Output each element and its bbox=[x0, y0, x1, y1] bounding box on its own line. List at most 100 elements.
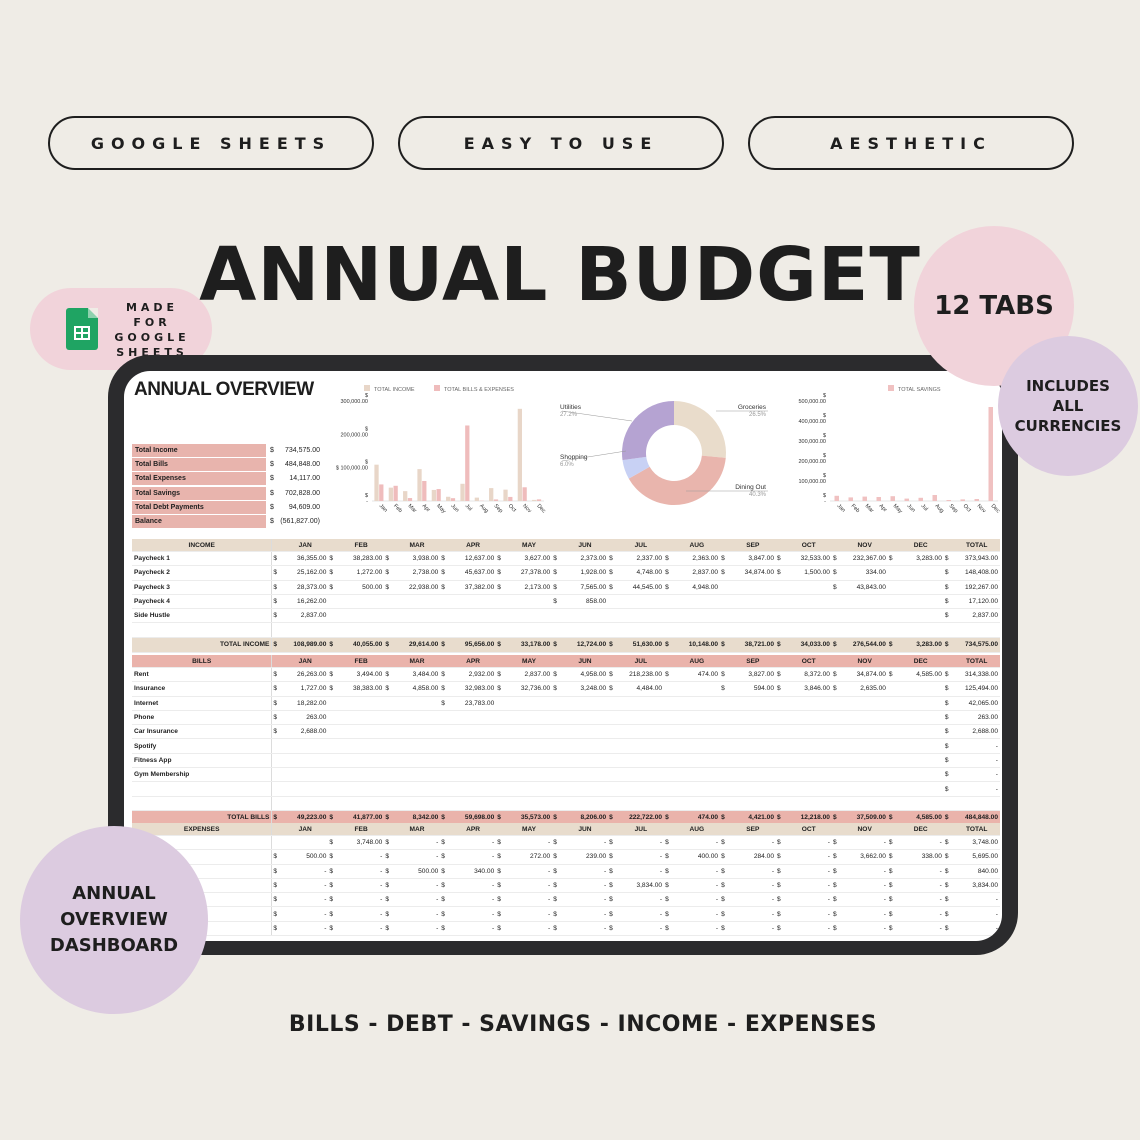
table-cell[interactable]: - bbox=[505, 892, 553, 908]
table-cell[interactable]: 4,484.00 bbox=[617, 681, 665, 697]
table-cell[interactable] bbox=[393, 738, 441, 754]
table-cell[interactable] bbox=[617, 608, 665, 624]
row-label[interactable]: Paycheck 3 bbox=[132, 580, 273, 595]
table-cell[interactable]: 22,938.00 bbox=[393, 580, 441, 595]
row-total[interactable]: 2,837.00 bbox=[953, 608, 1000, 624]
total-cell[interactable]: 3,283.00 bbox=[897, 637, 944, 653]
total-cell[interactable]: 276,544.00 bbox=[841, 637, 888, 653]
table-cell[interactable]: 263.00 bbox=[281, 710, 329, 726]
table-cell[interactable]: - bbox=[841, 892, 888, 908]
table-cell[interactable]: 1,727.00 bbox=[281, 681, 329, 697]
table-cell[interactable]: - bbox=[561, 892, 609, 908]
table-cell[interactable]: - bbox=[673, 864, 721, 879]
row-total[interactable]: 42,065.00 bbox=[953, 696, 1000, 711]
table-cell[interactable]: 218,238.00 bbox=[617, 667, 665, 683]
table-cell[interactable]: - bbox=[785, 906, 832, 922]
table-cell[interactable]: 594.00 bbox=[729, 681, 777, 697]
table-cell[interactable]: - bbox=[281, 906, 329, 922]
table-cell[interactable] bbox=[393, 594, 441, 610]
table-cell[interactable] bbox=[897, 724, 944, 740]
table-cell[interactable] bbox=[449, 710, 497, 726]
table-cell[interactable]: 500.00 bbox=[393, 864, 441, 879]
table-cell[interactable]: - bbox=[617, 835, 665, 851]
table-cell[interactable] bbox=[729, 594, 777, 610]
table-cell[interactable]: - bbox=[785, 892, 832, 908]
table-cell[interactable] bbox=[673, 681, 721, 697]
table-cell[interactable] bbox=[561, 781, 609, 797]
table-cell[interactable]: 8,372.00 bbox=[785, 667, 832, 683]
row-total[interactable]: 263.00 bbox=[953, 710, 1000, 726]
row-total[interactable]: - bbox=[953, 892, 1000, 908]
table-cell[interactable]: 34,874.00 bbox=[729, 565, 777, 581]
table-cell[interactable] bbox=[841, 781, 888, 797]
table-cell[interactable]: 32,736.00 bbox=[505, 681, 553, 697]
table-cell[interactable] bbox=[785, 767, 832, 783]
table-cell[interactable] bbox=[897, 580, 944, 595]
table-cell[interactable]: 3,938.00 bbox=[393, 551, 441, 567]
table-cell[interactable]: 500.00 bbox=[337, 580, 385, 595]
row-label[interactable]: Paycheck 1 bbox=[132, 551, 273, 567]
table-cell[interactable]: - bbox=[337, 892, 385, 908]
table-cell[interactable]: 18,282.00 bbox=[281, 696, 329, 711]
row-total[interactable]: 17,120.00 bbox=[953, 594, 1000, 610]
table-cell[interactable]: 2,837.00 bbox=[281, 608, 329, 624]
table-cell[interactable] bbox=[785, 580, 832, 595]
total-cell[interactable]: 34,033.00 bbox=[785, 637, 832, 653]
table-cell[interactable]: - bbox=[785, 849, 832, 865]
table-cell[interactable]: 3,847.00 bbox=[729, 551, 777, 567]
table-cell[interactable] bbox=[281, 753, 329, 769]
table-cell[interactable]: - bbox=[841, 835, 888, 851]
table-cell[interactable]: - bbox=[617, 892, 665, 908]
table-cell[interactable]: 43,843.00 bbox=[841, 580, 888, 595]
table-cell[interactable]: 858.00 bbox=[561, 594, 609, 610]
table-cell[interactable] bbox=[729, 767, 777, 783]
table-cell[interactable] bbox=[281, 781, 329, 797]
table-cell[interactable] bbox=[617, 738, 665, 754]
table-cell[interactable]: 1,272.00 bbox=[337, 565, 385, 581]
table-cell[interactable]: 32,983.00 bbox=[449, 681, 497, 697]
row-total[interactable]: - bbox=[953, 906, 1000, 922]
row-total[interactable]: 5,695.00 bbox=[953, 849, 1000, 865]
table-cell[interactable]: 27,378.00 bbox=[505, 565, 553, 581]
table-cell[interactable] bbox=[897, 696, 944, 711]
table-cell[interactable] bbox=[897, 710, 944, 726]
table-cell[interactable]: - bbox=[617, 864, 665, 879]
table-cell[interactable] bbox=[393, 608, 441, 624]
row-label[interactable]: Rent bbox=[132, 667, 273, 683]
table-cell[interactable]: 3,827.00 bbox=[729, 667, 777, 683]
table-cell[interactable]: 3,627.00 bbox=[505, 551, 553, 567]
table-cell[interactable] bbox=[393, 696, 441, 711]
table-cell[interactable] bbox=[729, 724, 777, 740]
table-cell[interactable]: 338.00 bbox=[897, 849, 944, 865]
table-cell[interactable]: - bbox=[729, 906, 777, 922]
table-cell[interactable] bbox=[281, 835, 329, 851]
table-cell[interactable] bbox=[729, 580, 777, 595]
table-cell[interactable] bbox=[785, 710, 832, 726]
table-cell[interactable]: - bbox=[337, 849, 385, 865]
table-cell[interactable] bbox=[673, 753, 721, 769]
row-label[interactable]: Fitness App bbox=[132, 753, 273, 769]
table-cell[interactable]: 3,484.00 bbox=[393, 667, 441, 683]
table-cell[interactable] bbox=[505, 781, 553, 797]
row-total[interactable]: 314,338.00 bbox=[953, 667, 1000, 683]
row-label[interactable]: Side Hustle bbox=[132, 608, 273, 624]
table-cell[interactable]: - bbox=[673, 835, 721, 851]
row-label[interactable]: Spotify bbox=[132, 738, 273, 754]
table-cell[interactable]: 2,635.00 bbox=[841, 681, 888, 697]
table-cell[interactable] bbox=[897, 753, 944, 769]
table-cell[interactable]: - bbox=[393, 878, 441, 894]
table-cell[interactable]: - bbox=[729, 892, 777, 908]
row-total[interactable]: 148,408.00 bbox=[953, 565, 1000, 581]
table-cell[interactable] bbox=[393, 724, 441, 740]
table-cell[interactable]: 2,688.00 bbox=[281, 724, 329, 740]
table-cell[interactable] bbox=[617, 781, 665, 797]
table-cell[interactable]: - bbox=[505, 921, 553, 937]
table-cell[interactable] bbox=[673, 608, 721, 624]
table-cell[interactable] bbox=[561, 738, 609, 754]
table-cell[interactable]: - bbox=[897, 835, 944, 851]
table-cell[interactable]: 36,355.00 bbox=[281, 551, 329, 567]
table-cell[interactable]: - bbox=[841, 921, 888, 937]
table-cell[interactable] bbox=[785, 753, 832, 769]
table-cell[interactable]: - bbox=[281, 878, 329, 894]
total-cell[interactable]: 10,148.00 bbox=[673, 637, 721, 653]
